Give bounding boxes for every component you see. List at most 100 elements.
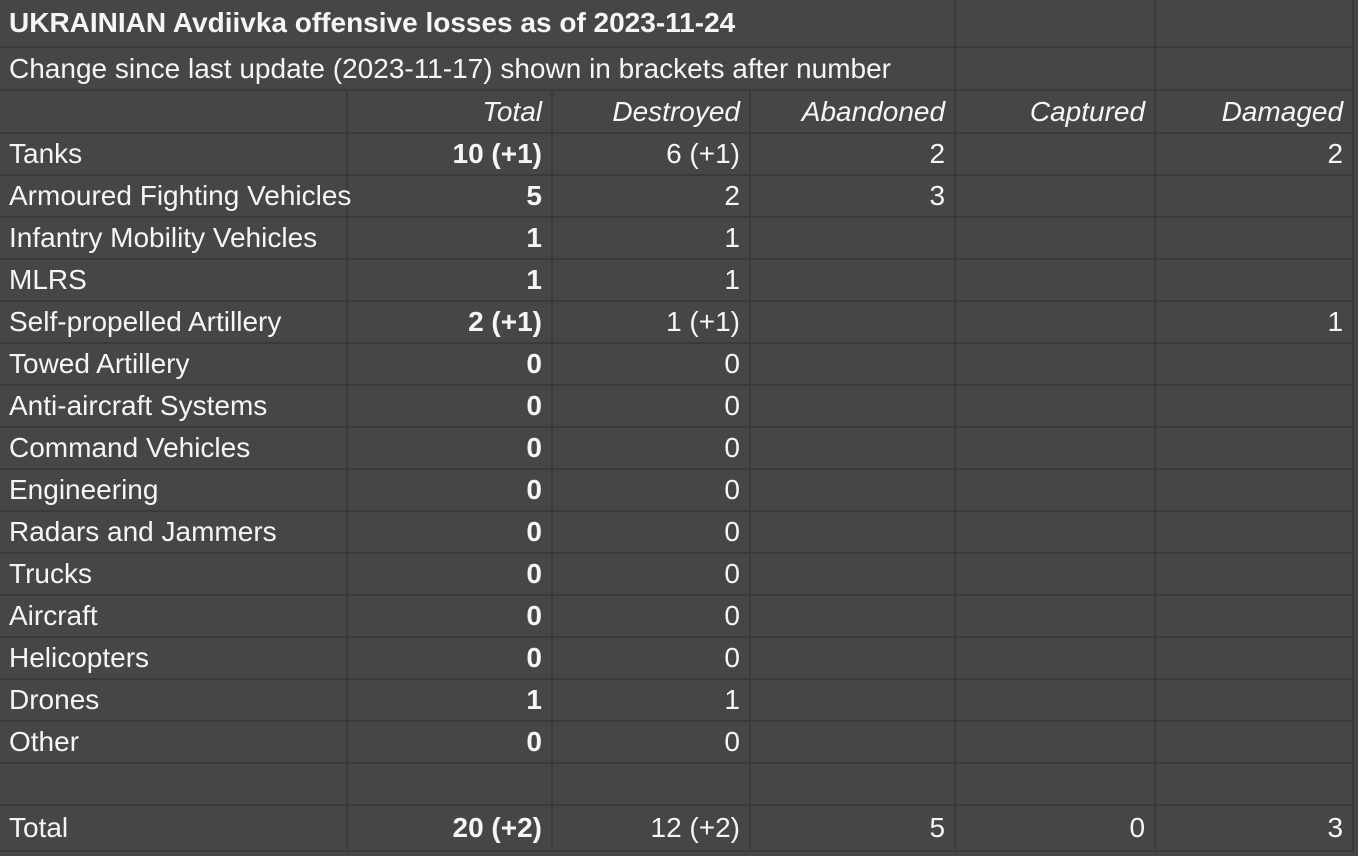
title-row: UKRAINIAN Avdiivka offensive losses as o… [0,0,1355,48]
row-label: Command Vehicles [0,426,348,470]
row-label: Armoured Fighting Vehicles [0,174,351,218]
cell-damaged [1154,552,1355,596]
subtitle-row: Change since last update (2023-11-17) sh… [0,46,1355,91]
cell-captured [954,720,1157,764]
table-row: Drones 1 1 [0,678,1355,722]
table-subtitle: Change since last update (2023-11-17) sh… [0,46,957,91]
cell-total: 1 [346,678,553,722]
table-row: Other 0 0 [0,720,1355,764]
row-label: Radars and Jammers [0,510,348,554]
cell-abandoned [748,426,957,470]
table-row: Anti-aircraft Systems 0 0 [0,384,1355,428]
table-row: Aircraft 0 0 [0,594,1355,638]
table-row: Command Vehicles 0 0 [0,426,1355,470]
cell-total: 1 [346,258,553,302]
cell-abandoned [748,300,957,344]
row-label: Other [0,720,348,764]
column-header-captured: Captured [954,89,1157,134]
empty-cell [551,762,751,806]
cell-damaged [1154,636,1355,680]
empty-cell [1154,762,1355,806]
table-row: Helicopters 0 0 [0,636,1355,680]
cell-abandoned [748,468,957,512]
cell-destroyed: 6 (+1) [551,132,751,176]
cell-damaged [1154,468,1355,512]
table-row: Tanks 10 (+1) 6 (+1) 2 2 [0,132,1355,176]
empty-cell [0,762,348,806]
cell-captured [954,510,1157,554]
cell-destroyed: 0 [551,468,751,512]
row-label: Aircraft [0,594,348,638]
table-footer-section: Total 20 (+2) 12 (+2) 5 0 3 [0,762,1355,852]
cell-abandoned [748,384,957,428]
cell-abandoned [748,510,957,554]
cell-abandoned [748,678,957,722]
table-body: Tanks 10 (+1) 6 (+1) 2 2 Armoured Fighti… [0,132,1355,764]
cell-captured [954,384,1157,428]
cell-damaged [1154,510,1355,554]
cell-damaged [1154,174,1355,218]
table-row: MLRS 1 1 [0,258,1355,302]
cell-captured [954,468,1157,512]
cell-captured [954,258,1157,302]
total-row-cell-abandoned: 5 [748,804,957,852]
cell-destroyed: 0 [551,636,751,680]
total-row-cell-destroyed: 12 (+2) [551,804,751,852]
column-header-abandoned: Abandoned [748,89,957,134]
cell-damaged [1154,426,1355,470]
empty-cell [1154,46,1355,91]
cell-destroyed: 1 [551,258,751,302]
cell-destroyed: 0 [551,342,751,386]
empty-cell [954,762,1157,806]
table-row: Towed Artillery 0 0 [0,342,1355,386]
cell-abandoned [748,720,957,764]
cell-total: 0 [346,384,553,428]
cell-abandoned [748,594,957,638]
row-label: Tanks [0,132,348,176]
cell-abandoned [748,342,957,386]
cell-damaged [1154,720,1355,764]
cell-abandoned [748,636,957,680]
row-label: Trucks [0,552,348,596]
table-row: Self-propelled Artillery 2 (+1) 1 (+1) 1 [0,300,1355,344]
cell-captured [954,342,1157,386]
cell-abandoned [748,552,957,596]
column-header-row: Total Destroyed Abandoned Captured Damag… [0,89,1355,134]
cell-damaged: 2 [1154,132,1355,176]
row-label: Self-propelled Artillery [0,300,348,344]
empty-cell [346,762,553,806]
cell-captured [954,426,1157,470]
total-row-cell-captured: 0 [954,804,1157,852]
column-header-destroyed: Destroyed [551,89,751,134]
cell-destroyed: 0 [551,426,751,470]
table-row: Infantry Mobility Vehicles 1 1 [0,216,1355,260]
cell-damaged [1154,216,1355,260]
cell-total: 10 (+1) [346,132,553,176]
row-label: Anti-aircraft Systems [0,384,348,428]
cell-damaged [1154,384,1355,428]
empty-cell [1154,0,1355,48]
row-label: Towed Artillery [0,342,348,386]
cell-destroyed: 0 [551,384,751,428]
row-label: Helicopters [0,636,348,680]
cell-captured [954,174,1157,218]
cell-captured [954,552,1157,596]
cell-total: 0 [346,468,553,512]
cell-captured [954,636,1157,680]
row-label: Infantry Mobility Vehicles [0,216,348,260]
table-row: Trucks 0 0 [0,552,1355,596]
spacer-row [0,762,1355,806]
cell-total: 0 [346,342,553,386]
cell-captured [954,678,1157,722]
empty-cell [748,762,957,806]
cell-captured [954,132,1157,176]
cell-total: 0 [346,720,553,764]
cell-abandoned: 3 [748,174,957,218]
cell-destroyed: 2 [551,174,751,218]
cell-total: 0 [346,636,553,680]
empty-cell [954,46,1157,91]
cell-destroyed: 0 [551,510,751,554]
cell-total: 0 [346,510,553,554]
table-row: Engineering 0 0 [0,468,1355,512]
